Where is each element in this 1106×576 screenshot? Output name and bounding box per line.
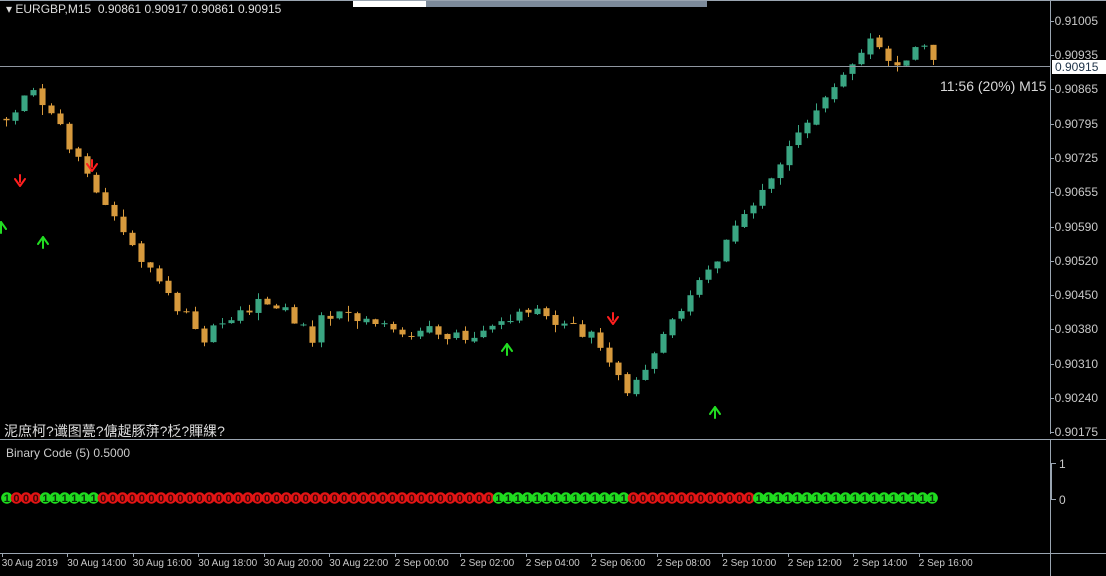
svg-text:1: 1 (765, 493, 771, 505)
svg-text:1: 1 (563, 493, 569, 505)
svg-text:0: 0 (341, 493, 347, 505)
svg-text:1: 1 (52, 493, 58, 505)
svg-text:1: 1 (505, 493, 511, 505)
svg-text:1: 1 (611, 493, 617, 505)
svg-text:0: 0 (659, 493, 665, 505)
svg-text:0: 0 (187, 493, 193, 505)
svg-text:0: 0 (399, 493, 405, 505)
svg-text:0: 0 (23, 493, 29, 505)
svg-text:0: 0 (630, 493, 636, 505)
svg-text:0: 0 (447, 493, 453, 505)
svg-text:1: 1 (534, 493, 540, 505)
svg-text:0: 0 (418, 493, 424, 505)
svg-text:0: 0 (245, 493, 251, 505)
svg-text:0: 0 (254, 493, 260, 505)
svg-text:1: 1 (62, 493, 68, 505)
svg-text:1: 1 (823, 493, 829, 505)
svg-text:1: 1 (881, 493, 887, 505)
svg-text:0: 0 (457, 493, 463, 505)
svg-text:0: 0 (139, 493, 145, 505)
svg-text:0: 0 (428, 493, 434, 505)
svg-text:0: 0 (409, 493, 415, 505)
svg-text:1: 1 (804, 493, 810, 505)
svg-text:1: 1 (42, 493, 48, 505)
svg-text:1: 1 (919, 493, 925, 505)
svg-text:1: 1 (900, 493, 906, 505)
svg-text:1: 1 (592, 493, 598, 505)
svg-text:1: 1 (495, 493, 501, 505)
svg-text:1: 1 (4, 493, 10, 505)
svg-text:0: 0 (264, 493, 270, 505)
svg-text:1: 1 (81, 493, 87, 505)
svg-text:1: 1 (813, 493, 819, 505)
svg-text:0: 0 (331, 493, 337, 505)
svg-text:0: 0 (698, 493, 704, 505)
svg-text:0: 0 (736, 493, 742, 505)
svg-text:0: 0 (119, 493, 125, 505)
svg-text:0: 0 (177, 493, 183, 505)
svg-text:1: 1 (929, 493, 935, 505)
svg-text:1: 1 (621, 493, 627, 505)
svg-text:0: 0 (33, 493, 39, 505)
svg-text:0: 0 (235, 493, 241, 505)
svg-text:0: 0 (351, 493, 357, 505)
svg-text:0: 0 (650, 493, 656, 505)
svg-text:1: 1 (544, 493, 550, 505)
svg-text:1: 1 (842, 493, 848, 505)
svg-text:0: 0 (370, 493, 376, 505)
svg-text:1: 1 (553, 493, 559, 505)
svg-text:0: 0 (293, 493, 299, 505)
svg-text:0: 0 (380, 493, 386, 505)
svg-text:0: 0 (438, 493, 444, 505)
svg-text:0: 0 (669, 493, 675, 505)
svg-text:0: 0 (360, 493, 366, 505)
svg-text:0: 0 (322, 493, 328, 505)
svg-text:1: 1 (862, 493, 868, 505)
svg-text:0: 0 (640, 493, 646, 505)
svg-text:1: 1 (891, 493, 897, 505)
svg-text:0: 0 (129, 493, 135, 505)
svg-text:0: 0 (148, 493, 154, 505)
svg-text:1: 1 (852, 493, 858, 505)
svg-text:1: 1 (601, 493, 607, 505)
svg-text:0: 0 (274, 493, 280, 505)
svg-text:0: 0 (727, 493, 733, 505)
svg-text:1: 1 (515, 493, 521, 505)
svg-text:0: 0 (225, 493, 231, 505)
svg-text:1: 1 (524, 493, 530, 505)
svg-text:0: 0 (168, 493, 174, 505)
svg-text:1: 1 (775, 493, 781, 505)
svg-text:1: 1 (833, 493, 839, 505)
svg-text:1: 1 (871, 493, 877, 505)
svg-text:1: 1 (582, 493, 588, 505)
svg-text:0: 0 (283, 493, 289, 505)
svg-text:1: 1 (91, 493, 97, 505)
svg-text:1: 1 (572, 493, 578, 505)
svg-text:1: 1 (794, 493, 800, 505)
svg-text:0: 0 (476, 493, 482, 505)
svg-text:0: 0 (206, 493, 212, 505)
svg-text:1: 1 (756, 493, 762, 505)
svg-text:1: 1 (910, 493, 916, 505)
svg-text:0: 0 (110, 493, 116, 505)
svg-text:0: 0 (688, 493, 694, 505)
svg-text:0: 0 (158, 493, 164, 505)
svg-text:1: 1 (785, 493, 791, 505)
svg-text:0: 0 (678, 493, 684, 505)
svg-text:0: 0 (312, 493, 318, 505)
svg-text:0: 0 (100, 493, 106, 505)
svg-text:0: 0 (486, 493, 492, 505)
svg-text:0: 0 (707, 493, 713, 505)
svg-text:0: 0 (303, 493, 309, 505)
svg-text:0: 0 (216, 493, 222, 505)
svg-text:0: 0 (389, 493, 395, 505)
svg-text:0: 0 (746, 493, 752, 505)
svg-text:0: 0 (466, 493, 472, 505)
svg-text:1: 1 (71, 493, 77, 505)
svg-text:0: 0 (197, 493, 203, 505)
svg-text:0: 0 (13, 493, 19, 505)
svg-text:0: 0 (717, 493, 723, 505)
